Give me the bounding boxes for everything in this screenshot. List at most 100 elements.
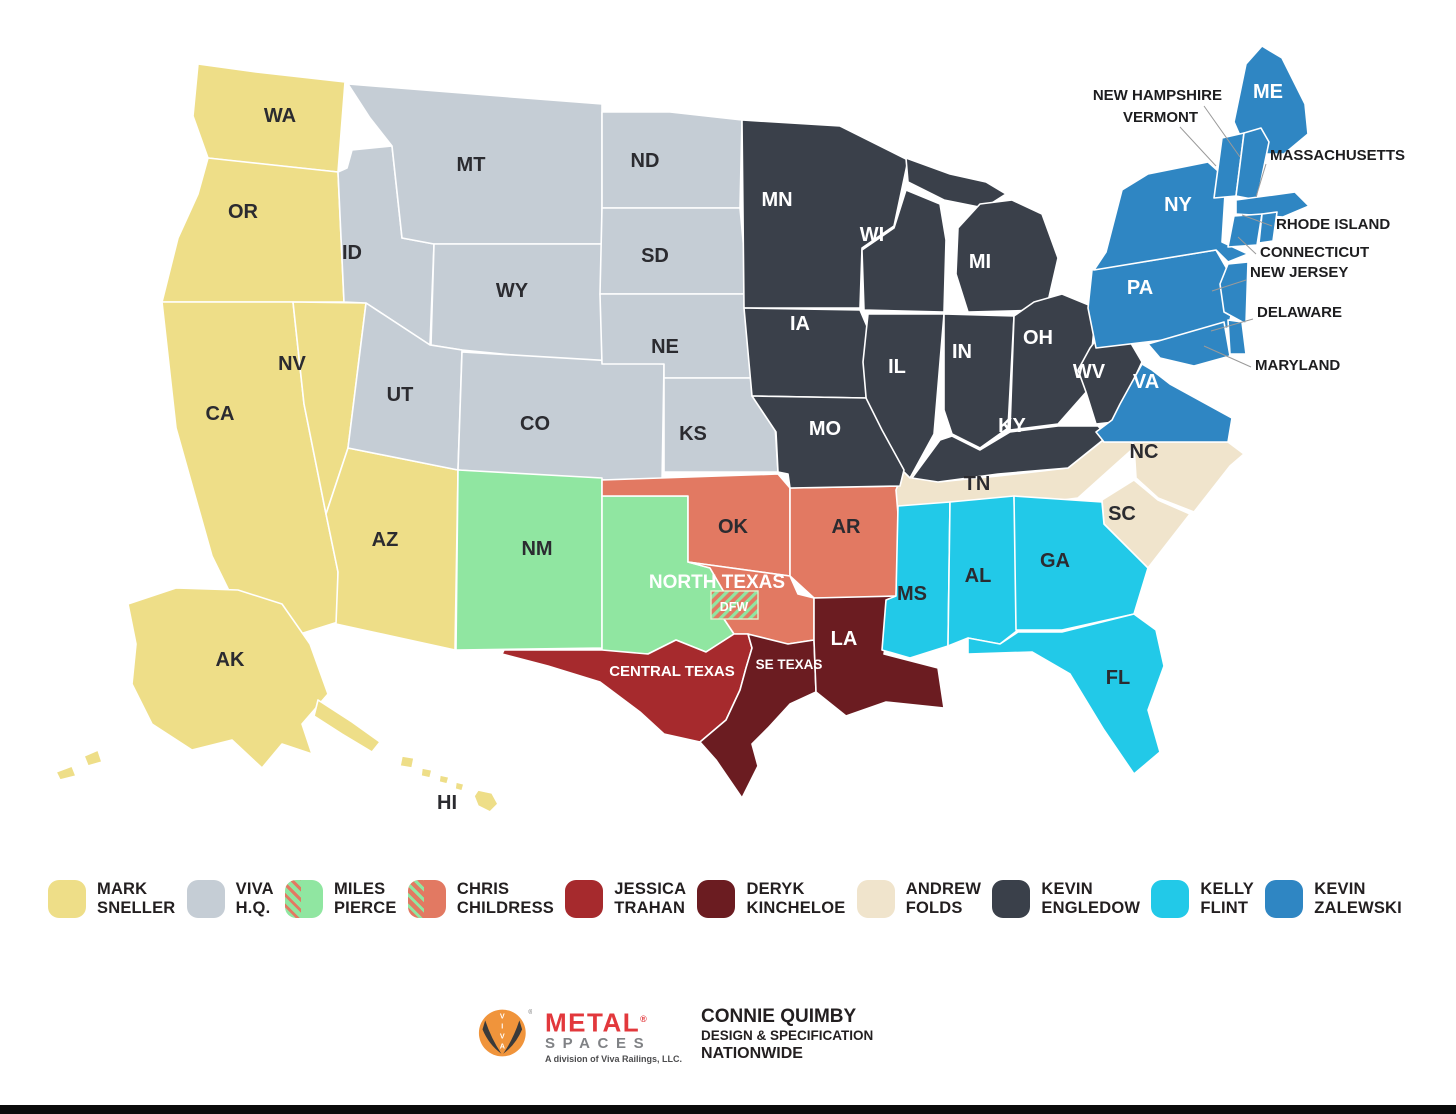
legend-item-viva-h-q-: VIVA H.Q.	[186, 880, 274, 919]
state-label-MS: MS	[897, 583, 927, 605]
legend-item-deryk-kincheloe: DERYK KINCHELOE	[697, 880, 845, 919]
callout-line-new-jersey	[1211, 279, 1247, 292]
state-label-MT: MT	[457, 154, 486, 176]
state-label-SD: SD	[641, 245, 669, 267]
callout-line-rhode-island	[1241, 214, 1273, 227]
state-HI	[454, 781, 465, 792]
legend-item-mark-sneller: MARK SNELLER	[48, 880, 175, 919]
legend-label-mark-sneller: MARK SNELLER	[97, 880, 176, 918]
brand-subname: SPACES	[545, 1034, 652, 1052]
state-label-SC: SC	[1108, 503, 1136, 525]
state-label-WA: WA	[264, 105, 296, 127]
dfw-shared-area-box	[710, 590, 759, 620]
viva-logo-letter: V	[500, 1031, 505, 1040]
state-WI	[861, 189, 947, 313]
region-label-central-texas: CENTRAL TEXAS	[609, 663, 735, 680]
state-DE	[1227, 319, 1247, 355]
callout-label-connecticut: CONNECTICUT	[1260, 244, 1369, 261]
callout-line-maryland	[1203, 345, 1252, 368]
legend-swatch-kelly-flint	[1151, 880, 1190, 919]
state-label-NY: NY	[1164, 194, 1192, 216]
legend-swatch-mark-sneller	[48, 880, 86, 919]
state-AK	[313, 699, 381, 753]
state-label-VA: VA	[1133, 371, 1159, 393]
state-label-TN: TN	[964, 473, 991, 495]
viva-logo-letter: A	[500, 1041, 505, 1050]
state-label-KS: KS	[679, 423, 707, 445]
state-label-AL: AL	[965, 565, 992, 587]
callout-label-new-hampshire: NEW HAMPSHIRE	[1093, 87, 1222, 104]
state-label-WV: WV	[1073, 361, 1106, 383]
legend-swatch-kevin-engledow	[992, 880, 1031, 919]
state-VA	[1095, 363, 1233, 443]
state-label-FL: FL	[1106, 667, 1130, 689]
state-label-KY: KY	[998, 415, 1026, 437]
legend-swatch-deryk-kincheloe	[697, 880, 736, 919]
state-label-IL: IL	[888, 356, 906, 378]
state-label-CA: CA	[206, 403, 235, 425]
legend-label-miles-pierce: MILES PIERCE	[333, 880, 397, 918]
viva-logo: VIVA ®	[478, 1008, 532, 1057]
state-OR	[161, 157, 345, 303]
brand-name: METAL®	[545, 1007, 649, 1038]
state-AK	[83, 749, 103, 767]
viva-logo-letter: V	[500, 1012, 505, 1021]
legend-item-kelly-flint: KELLY FLINT	[1151, 880, 1254, 919]
viva-logo-right-wing	[503, 1020, 523, 1054]
state-label-PA: PA	[1127, 277, 1153, 299]
state-HI	[420, 767, 433, 779]
state-HI	[438, 774, 450, 785]
bottom-bar	[0, 1105, 1456, 1114]
legend-label-kevin-zalewski: KEVIN ZALEWSKI	[1314, 880, 1402, 918]
legend-item-andrew-folds: ANDREW FOLDS	[856, 880, 981, 919]
legend-swatch-hatch	[407, 880, 424, 919]
callout-line-massachusetts	[1255, 163, 1267, 198]
state-CT	[1227, 213, 1263, 248]
dfw-box-label: DFW	[720, 600, 749, 614]
callout-label-massachusetts: MASSACHUSETTS	[1270, 147, 1405, 164]
state-label-OH: OH	[1023, 327, 1053, 349]
region-label-north-texas: NORTH TEXAS	[649, 572, 785, 593]
state-label-HI: HI	[437, 792, 457, 814]
legend-label-chris-childress: CHRIS CHILDRESS	[456, 880, 554, 918]
legend-item-kevin-engledow: KEVIN ENGLEDOW	[992, 880, 1140, 919]
legend-item-kevin-zalewski: KEVIN ZALEWSKI	[1265, 880, 1402, 919]
callout-label-rhode-island: RHODE ISLAND	[1276, 216, 1390, 233]
state-HI	[473, 789, 499, 813]
state-GA	[1013, 495, 1149, 631]
legend-label-deryk-kincheloe: DERYK KINCHELOE	[746, 880, 846, 918]
state-FL	[967, 613, 1165, 775]
state-MO	[751, 395, 905, 489]
state-label-MI: MI	[969, 251, 991, 273]
legend-item-miles-pierce: MILES PIERCE	[284, 880, 397, 919]
state-MA	[1235, 191, 1310, 218]
state-AK	[55, 765, 77, 781]
legend-item-chris-childress: CHRIS CHILDRESS	[407, 880, 554, 919]
callout-line-new-hampshire	[1203, 105, 1241, 158]
callout-line-connecticut	[1237, 236, 1257, 255]
state-label-AK: AK	[216, 649, 245, 671]
state-RI	[1258, 211, 1278, 244]
state-MD	[1147, 321, 1231, 367]
contact-name: CONNIE QUIMBY	[701, 1006, 857, 1027]
state-AK	[127, 587, 329, 769]
legend-swatch-viva-h-q-	[186, 880, 225, 919]
legend-swatch-jessica-trahan	[565, 880, 604, 919]
state-label-WI: WI	[860, 224, 884, 246]
state-label-AZ: AZ	[372, 529, 399, 551]
legend-swatch-chris-childress	[407, 880, 446, 919]
state-label-LA: LA	[831, 628, 858, 650]
callout-label-vermont: VERMONT	[1123, 109, 1198, 126]
state-label-ID: ID	[342, 242, 362, 264]
state-label-AR: AR	[832, 516, 861, 538]
state-NJ	[1219, 261, 1249, 325]
state-label-IN: IN	[952, 341, 972, 363]
state-label-CO: CO	[520, 413, 550, 435]
state-label-ME: ME	[1253, 81, 1283, 103]
state-label-OK: OK	[718, 516, 749, 538]
state-label-UT: UT	[387, 384, 414, 406]
callout-label-new-jersey: NEW JERSEY	[1250, 264, 1348, 281]
state-label-WY: WY	[496, 280, 529, 302]
state-label-NV: NV	[278, 353, 306, 375]
state-label-NM: NM	[521, 538, 552, 560]
